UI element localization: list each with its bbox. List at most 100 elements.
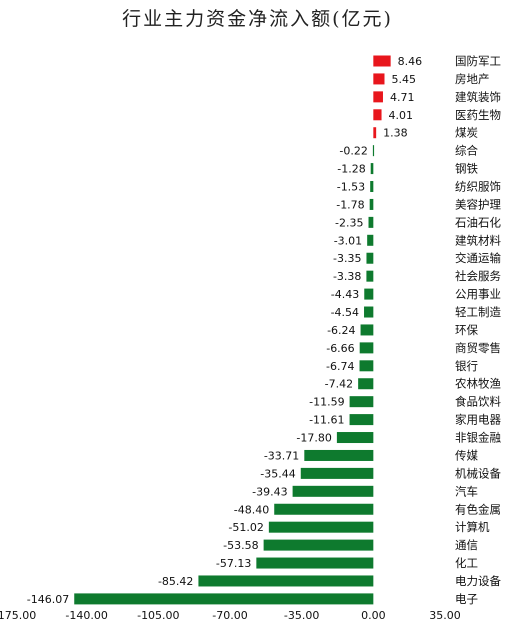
value-label: -3.35 — [333, 252, 361, 265]
value-label: -35.44 — [260, 467, 295, 480]
bar — [370, 181, 374, 193]
bars-group — [74, 55, 391, 605]
x-tick-labels-group: -175.00 -140.00 -105.00 -70.00 -35.00 0.00 35.… — [0, 609, 461, 622]
category-label: 公用事业 — [455, 287, 501, 301]
value-label: -2.35 — [335, 216, 363, 229]
category-label: 机械设备 — [455, 466, 501, 480]
category-label: 交通运输 — [455, 251, 501, 265]
bar — [366, 252, 374, 264]
x-tick-label: -70.00 — [212, 609, 247, 622]
bar — [198, 575, 374, 587]
category-label: 美容护理 — [455, 197, 501, 211]
value-label: -6.74 — [326, 360, 354, 373]
bar — [368, 216, 374, 228]
category-label: 国防军工 — [455, 54, 501, 68]
value-label: -53.58 — [223, 539, 258, 552]
bar — [369, 198, 374, 210]
bar — [373, 55, 391, 67]
value-label: 4.71 — [390, 91, 415, 104]
bar — [373, 109, 382, 121]
value-label: -146.07 — [27, 593, 69, 606]
category-label: 医药生物 — [455, 108, 501, 122]
category-label: 非银金融 — [455, 431, 501, 445]
category-label: 轻工制造 — [455, 305, 501, 319]
category-label: 银行 — [455, 359, 478, 373]
category-label: 建筑装饰 — [455, 90, 501, 104]
value-labels-group: 8.46 5.45 4.71 4.01 1.38 -0.22 -1.28 -1.53 -1.78… — [27, 55, 422, 606]
x-tick-label: -140.00 — [65, 609, 107, 622]
bar — [300, 467, 374, 479]
category-label: 传媒 — [455, 448, 478, 462]
value-label: -48.40 — [234, 503, 269, 516]
category-label: 环保 — [455, 323, 478, 337]
value-label: -85.42 — [158, 575, 193, 588]
category-label: 电力设备 — [455, 574, 501, 588]
category-label: 纺织服饰 — [455, 180, 501, 194]
category-label: 有色金属 — [455, 502, 501, 516]
bar — [292, 485, 374, 497]
bar — [274, 503, 374, 515]
category-label: 综合 — [455, 144, 478, 158]
x-tick-label: 35.00 — [429, 609, 461, 622]
value-label: -6.24 — [327, 324, 355, 337]
bar — [366, 270, 374, 282]
category-label: 房地产 — [455, 72, 490, 86]
bar — [373, 91, 383, 103]
value-label: -3.01 — [334, 234, 362, 247]
category-label: 建筑材料 — [455, 233, 501, 247]
category-label: 家用电器 — [455, 413, 501, 427]
value-label: -7.42 — [325, 378, 353, 391]
bar — [358, 378, 374, 390]
value-label: 1.38 — [383, 127, 408, 140]
category-label: 电子 — [455, 592, 478, 606]
bar — [336, 432, 374, 444]
bar — [74, 593, 374, 605]
category-labels-group: 国防军工房地产建筑装饰医药生物煤炭综合钢铁纺织服饰美容护理石油石化建筑材料交通运… — [455, 54, 501, 606]
value-label: 4.01 — [389, 109, 414, 122]
bar — [268, 521, 374, 533]
value-label: -4.43 — [331, 288, 359, 301]
x-tick-label: -105.00 — [137, 609, 179, 622]
category-label: 商贸零售 — [455, 341, 501, 355]
bar — [372, 145, 375, 157]
category-label: 汽车 — [455, 484, 478, 498]
value-label: -1.78 — [336, 198, 364, 211]
bar — [349, 396, 374, 408]
value-label: -39.43 — [252, 485, 287, 498]
value-label: -11.59 — [309, 396, 344, 409]
x-tick-label: -35.00 — [284, 609, 319, 622]
bar — [304, 449, 374, 461]
bar — [359, 342, 374, 354]
value-label: -51.02 — [228, 521, 263, 534]
value-label: 5.45 — [391, 73, 416, 86]
value-label: -6.66 — [326, 342, 354, 355]
bar — [360, 324, 374, 336]
x-tick-label: -175.00 — [0, 609, 36, 622]
bar — [373, 73, 385, 85]
bar — [373, 127, 377, 139]
bar — [256, 557, 374, 569]
bar — [367, 234, 374, 246]
bar — [364, 306, 374, 318]
bar — [359, 360, 374, 372]
value-label: -1.53 — [337, 181, 365, 194]
category-label: 化工 — [455, 556, 478, 570]
value-label: -4.54 — [331, 306, 359, 319]
category-label: 通信 — [455, 538, 478, 552]
category-label: 食品饮料 — [455, 395, 501, 409]
value-label: -33.71 — [264, 449, 299, 462]
category-label: 石油石化 — [455, 215, 501, 229]
value-label: -17.80 — [296, 432, 331, 445]
value-label: -0.22 — [339, 145, 367, 158]
chart-title: 行业主力资金净流入额(亿元) — [122, 8, 393, 30]
bar — [370, 163, 374, 175]
category-label: 计算机 — [455, 520, 490, 534]
bar — [364, 288, 374, 300]
bar — [349, 414, 374, 426]
value-label: -1.28 — [337, 163, 365, 176]
value-label: 8.46 — [398, 55, 423, 68]
category-label: 钢铁 — [455, 162, 478, 176]
bar — [263, 539, 374, 551]
category-label: 煤炭 — [455, 126, 478, 140]
